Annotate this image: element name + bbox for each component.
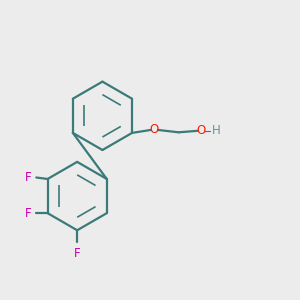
Text: F: F — [25, 171, 31, 184]
Text: O: O — [150, 123, 159, 136]
Text: F: F — [74, 247, 80, 260]
Text: F: F — [25, 207, 31, 220]
Text: H: H — [212, 124, 220, 137]
Text: O: O — [196, 124, 206, 137]
